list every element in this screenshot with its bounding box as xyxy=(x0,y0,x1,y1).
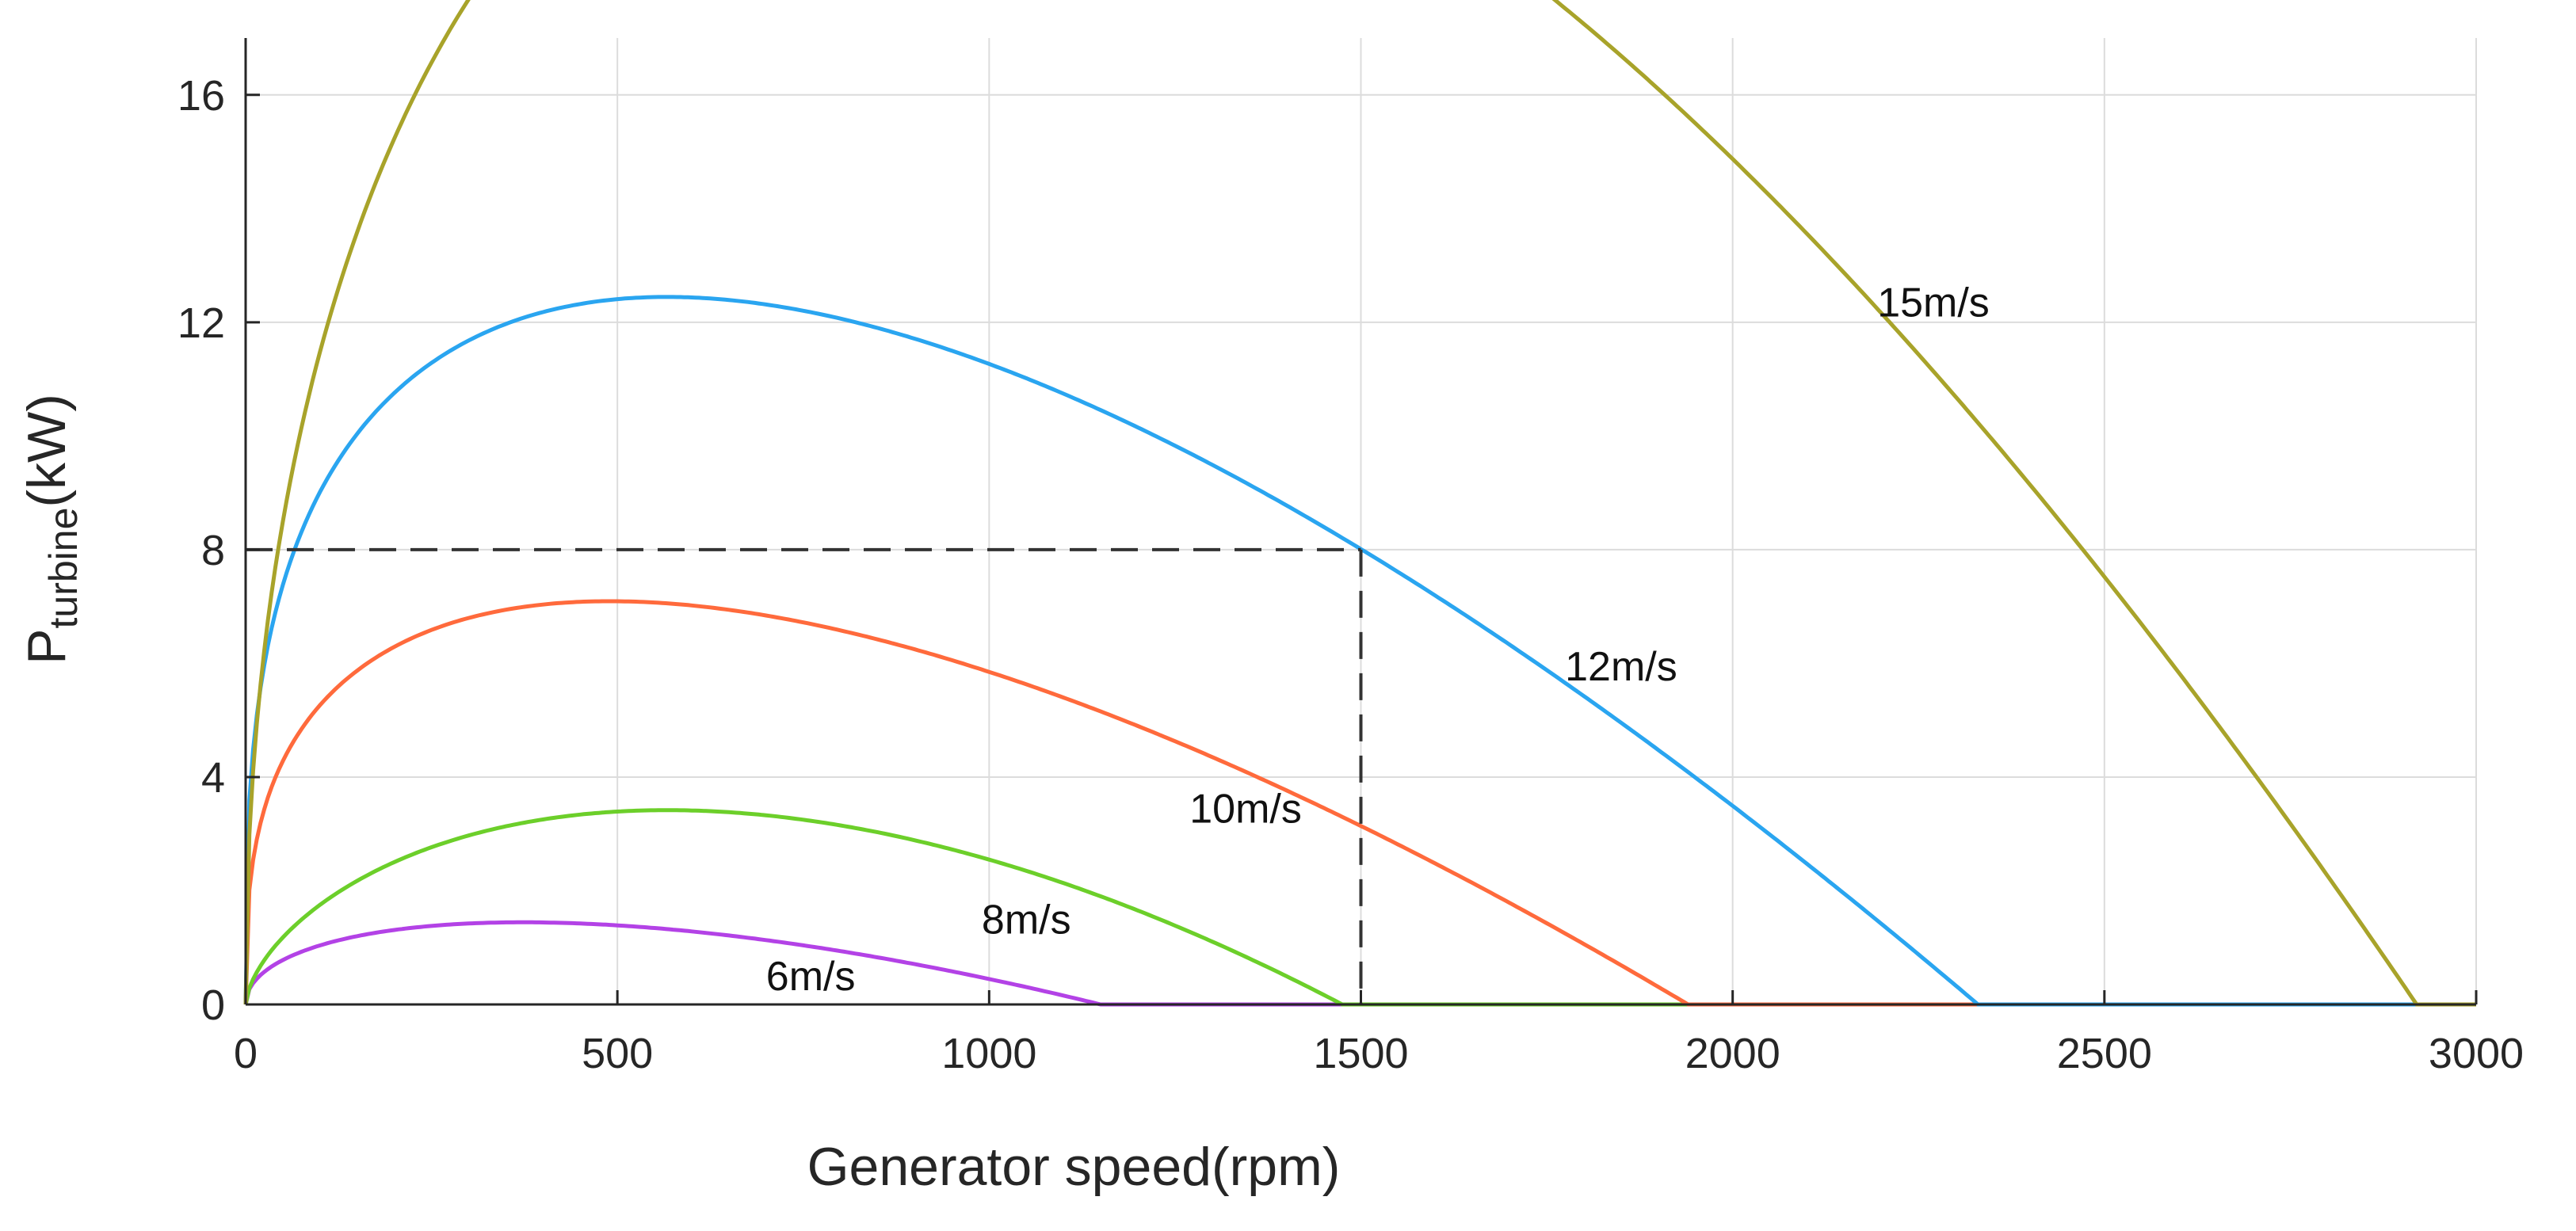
axes: 0 500 1000 1500 2000 2500 3000 0 4 8 12 16 xyxy=(177,38,2524,1077)
guides xyxy=(246,547,1363,1004)
x-tick-label: 1500 xyxy=(1313,1030,1408,1077)
y-tick-label: 4 xyxy=(201,754,225,802)
x-tick-label: 2000 xyxy=(1685,1030,1780,1077)
x-tick-label: 500 xyxy=(582,1030,653,1077)
x-axis-title: Generator speed(rpm) xyxy=(807,1137,1341,1197)
labels: 6m/s 8m/s 10m/s 12m/s 15m/s xyxy=(766,280,1990,1000)
y-axis-title-unit: (kW) xyxy=(17,394,77,507)
series-line-15m/s xyxy=(243,0,2476,1007)
y-tick-label: 12 xyxy=(177,299,225,347)
y-axis-title-main: P xyxy=(17,629,77,665)
y-tick-label: 0 xyxy=(201,981,225,1029)
x-tick-label: 3000 xyxy=(2429,1030,2524,1077)
x-tick-label: 2500 xyxy=(2057,1030,2152,1077)
series-label-12m/s: 12m/s xyxy=(1565,644,1677,690)
y-tick-label: 8 xyxy=(201,527,225,574)
y-axis-title: Pturbine(kW) xyxy=(17,394,86,665)
y-axis-title-sub: turbine xyxy=(41,508,86,629)
x-tick-label: 1000 xyxy=(941,1030,1036,1077)
series-label-10m/s: 10m/s xyxy=(1189,786,1302,832)
x-tick-label: 0 xyxy=(234,1030,258,1077)
series-label-15m/s: 15m/s xyxy=(1877,280,1990,326)
y-tick-label: 16 xyxy=(177,72,225,120)
series-label-6m/s: 6m/s xyxy=(766,954,856,1000)
series-label-8m/s: 8m/s xyxy=(982,897,1071,943)
